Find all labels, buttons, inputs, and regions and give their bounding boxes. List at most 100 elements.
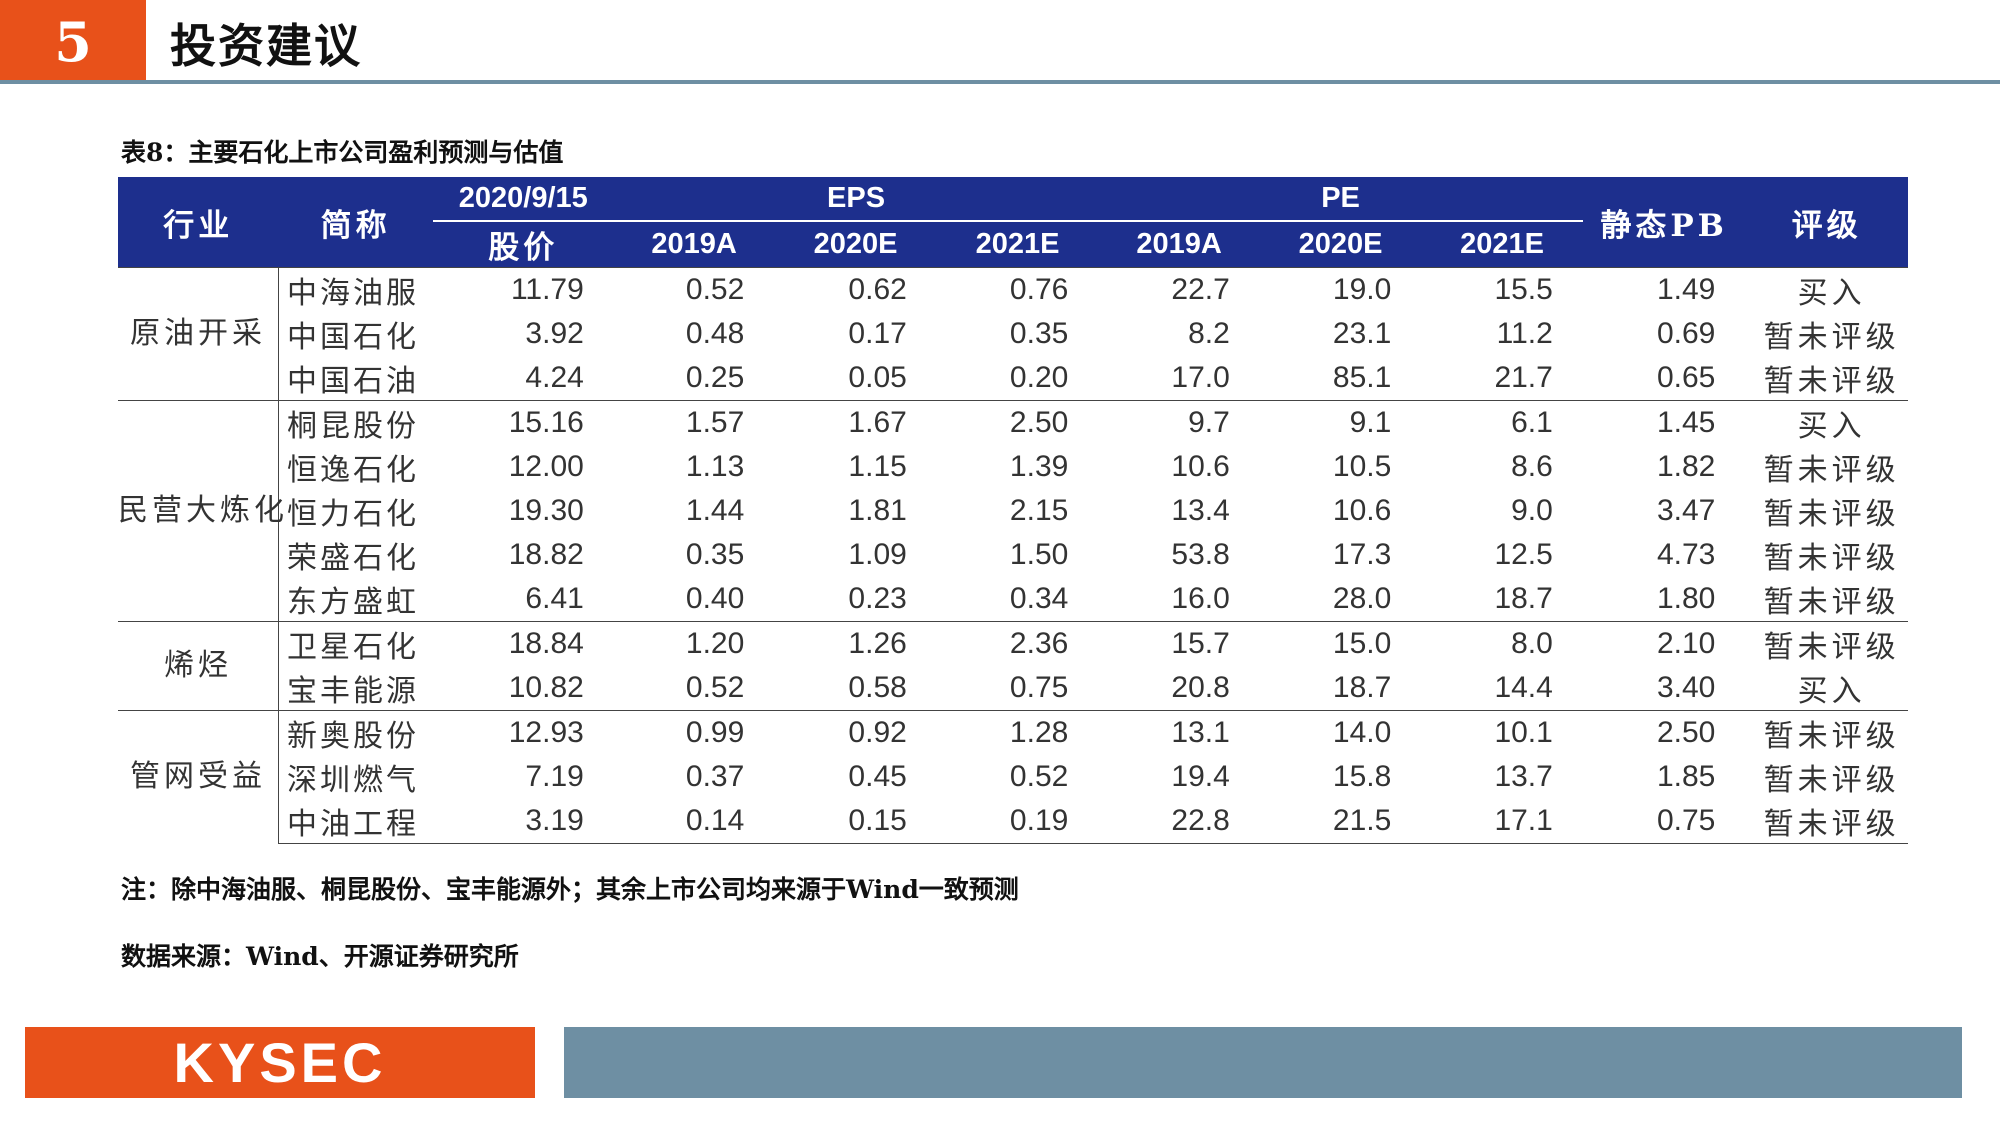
table-note: 注：除中海油服、桐昆股份、宝丰能源外；其余上市公司均来源于Wind一致预测 [121,875,1019,904]
pb-cell: 0.69 [1656,317,1716,350]
eps-cell: 0.19 [936,799,1099,844]
eps-cell: 0.37 [685,760,745,793]
eps-cell: 0.25 [685,361,745,394]
page-title: 投资建议 [170,19,362,73]
pe-cell: 13.7 [1494,760,1553,793]
eps-cell: 2.50 [936,400,1099,445]
eps-cell: 1.57 [613,400,775,445]
pe-cell: 10.6 [1171,450,1230,483]
pe-cell: 14.0 [1259,710,1422,755]
rating-cell: 暂未评级 [1763,542,1900,575]
pe-cell: 12.5 [1494,538,1553,571]
pe-cell: 20.8 [1171,671,1230,704]
eps-cell: 0.20 [1009,361,1069,394]
header-price: 股价 [432,221,614,268]
pe-cell: 23.1 [1332,317,1392,350]
company-name: 恒逸石化 [277,445,433,489]
company-name: 新奥股份 [277,710,433,755]
eps-cell: 0.34 [1009,582,1069,615]
price-cell: 4.24 [525,361,584,394]
company-name: 宝丰能源 [277,666,433,711]
valuation-table: 行业 简称 2020/9/15 EPS PE 静态PB 评级 股价 2019A … [118,177,1908,844]
table-caption: 表8：主要石化上市公司盈利预测与估值 [121,138,564,167]
table-row: 东方盛虹 6.41 0.40 0.23 0.34 16.0 28.0 18.7 1.80 暂未评级 [118,577,1908,622]
eps-cell: 1.50 [1009,538,1069,571]
eps-cell: 1.28 [936,710,1099,755]
pe-cell: 28.0 [1332,582,1392,615]
eps-cell: 1.15 [848,450,907,483]
pe-cell: 15.5 [1421,267,1583,312]
price-cell: 7.19 [525,760,584,793]
pe-cell: 15.8 [1332,760,1392,793]
rating-cell: 暂未评级 [1763,365,1900,398]
pe-cell: 10.5 [1332,450,1392,483]
pb-cell: 2.50 [1582,710,1746,755]
table-body: 原油开采 中海油服 11.79 0.52 0.62 0.76 22.7 19.0 15.5 1.4… [118,267,1908,844]
price-cell: 18.84 [432,621,614,666]
pe-cell: 10.6 [1332,494,1392,527]
table-row: 中油工程 3.19 0.14 0.15 0.19 22.8 21.5 17.1 0.75 暂未评级 [118,799,1908,844]
rating-cell: 暂未评级 [1763,764,1900,797]
header-pe-year: 2020E [1259,221,1422,268]
eps-cell: 1.44 [685,494,745,527]
header-eps-year: 2021E [936,221,1099,268]
table-row: 中国石油 4.24 0.25 0.05 0.20 17.0 85.1 21.7 0.65 暂未评级 [118,356,1908,401]
price-cell: 12.93 [432,710,614,755]
eps-cell: 0.35 [685,538,745,571]
table-row: 民营大炼化 桐昆股份 15.16 1.57 1.67 2.50 9.7 9.1 6.1 1.45 买… [118,400,1908,622]
price-cell: 3.19 [432,799,614,844]
industry-cell: 原油开采 [118,267,279,401]
eps-cell: 0.52 [613,267,775,312]
company-name: 深圳燃气 [277,755,433,799]
pb-cell: 1.45 [1582,400,1746,445]
price-cell: 19.30 [508,494,584,527]
rating-cell: 暂未评级 [1763,454,1900,487]
kysec-logo: KYSEC [25,1027,535,1098]
header-rating: 评级 [1745,177,1908,268]
header-divider [0,80,2000,84]
header-eps-year: 2020E [774,221,937,268]
pe-cell: 85.1 [1332,361,1392,394]
table-row: 原油开采 中海油服 11.79 0.52 0.62 0.76 22.7 19.0 15.5 1.4… [118,267,1908,401]
pe-cell: 53.8 [1171,538,1230,571]
rating-cell: 暂未评级 [1745,799,1908,844]
pe-cell: 9.7 [1098,400,1260,445]
table-row: 恒逸石化 12.00 1.13 1.15 1.39 10.6 10.5 8.6 1.82 暂未评级 [118,445,1908,489]
pe-cell: 18.7 [1494,582,1553,615]
table-row: 荣盛石化 18.82 0.35 1.09 1.50 53.8 17.3 12.5 4.73 暂未评… [118,533,1908,577]
eps-cell: 1.13 [685,450,745,483]
eps-cell: 0.05 [848,361,907,394]
industry-cell: 烯烃 [118,621,279,711]
rating-cell: 暂未评级 [1745,621,1908,666]
industry-cell: 管网受益 [118,710,279,844]
eps-cell: 1.09 [848,538,907,571]
price-cell: 6.41 [525,582,584,615]
eps-cell: 2.15 [1009,494,1069,527]
company-name: 中油工程 [277,799,433,844]
table-row: 恒力石化 19.30 1.44 1.81 2.15 13.4 10.6 9.0 3.47 暂未评级 [118,489,1908,533]
pe-cell: 10.1 [1421,710,1583,755]
eps-cell: 0.35 [1009,317,1069,350]
eps-cell: 0.92 [774,710,937,755]
eps-cell: 0.62 [774,267,937,312]
eps-cell: 0.40 [685,582,745,615]
price-cell: 15.16 [432,400,614,445]
pb-cell: 4.73 [1656,538,1716,571]
rating-cell: 买入 [1745,267,1908,312]
pe-cell: 17.1 [1421,799,1583,844]
pe-cell: 19.0 [1259,267,1422,312]
eps-cell: 1.20 [613,621,775,666]
pb-cell: 3.40 [1656,671,1716,704]
price-cell: 11.79 [432,267,614,312]
section-number: 5 [0,0,146,84]
table-row: 管网受益 新奥股份 12.93 0.99 0.92 1.28 13.1 14.0 10.1 2.5… [118,710,1908,844]
pe-cell: 11.2 [1496,317,1553,350]
eps-cell: 0.52 [685,671,745,704]
header-industry: 行业 [118,177,279,268]
logo-text: KYSEC [173,1031,387,1094]
eps-cell: 0.23 [848,582,907,615]
pb-cell: 0.65 [1656,361,1716,394]
eps-cell: 0.58 [848,671,907,704]
price-cell: 18.82 [508,538,584,571]
data-source: 数据来源：Wind、开源证券研究所 [121,942,519,971]
